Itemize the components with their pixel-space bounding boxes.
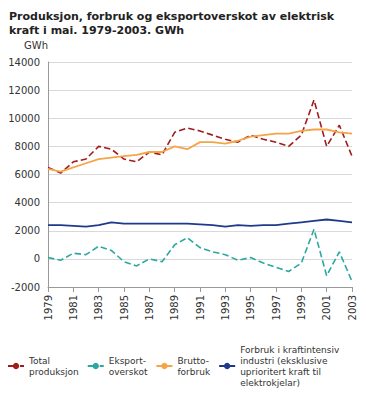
- svg-text:Produksjon, forbruk og eksport: Produksjon, forbruk og eksportoverskot a…: [9, 10, 335, 23]
- svg-text:2003: 2003: [347, 295, 358, 320]
- svg-text:1983: 1983: [93, 295, 104, 320]
- svg-text:kraft i mai. 1979-2003. GWh: kraft i mai. 1979-2003. GWh: [9, 24, 184, 37]
- svg-text:6000: 6000: [15, 169, 40, 180]
- svg-text:12000: 12000: [8, 85, 40, 96]
- svg-text:elektrokjelar): elektrokjelar): [240, 378, 300, 388]
- svg-text:-2000: -2000: [11, 282, 40, 293]
- svg-text:8000: 8000: [15, 141, 40, 152]
- svg-text:1981: 1981: [68, 295, 79, 320]
- svg-text:2001: 2001: [321, 295, 332, 320]
- svg-text:Forbruk i kraftintensiv: Forbruk i kraftintensiv: [240, 345, 340, 355]
- svg-text:1997: 1997: [271, 295, 282, 320]
- svg-text:1985: 1985: [119, 295, 130, 320]
- svg-text:uprioritert kraft til: uprioritert kraft til: [240, 367, 321, 377]
- svg-text:0: 0: [34, 253, 40, 264]
- svg-text:produksjon: produksjon: [29, 367, 79, 377]
- svg-text:1987: 1987: [144, 295, 155, 320]
- svg-text:1999: 1999: [296, 295, 307, 320]
- svg-text:14000: 14000: [8, 57, 40, 68]
- svg-text:industri (eksklusive: industri (eksklusive: [240, 356, 328, 366]
- svg-text:Brutto-: Brutto-: [177, 356, 209, 366]
- svg-text:1993: 1993: [220, 295, 231, 320]
- svg-text:1995: 1995: [245, 295, 256, 320]
- svg-text:10000: 10000: [8, 113, 40, 124]
- svg-text:2000: 2000: [15, 225, 40, 236]
- svg-text:1989: 1989: [169, 295, 180, 320]
- svg-text:1979: 1979: [43, 295, 54, 320]
- svg-text:4000: 4000: [15, 197, 40, 208]
- svg-text:forbruk: forbruk: [177, 367, 210, 377]
- svg-text:1991: 1991: [195, 295, 206, 320]
- svg-text:GWh: GWh: [24, 40, 48, 51]
- svg-text:overskot: overskot: [109, 367, 148, 377]
- svg-text:Total: Total: [28, 356, 50, 366]
- svg-text:Eksport-: Eksport-: [109, 356, 146, 366]
